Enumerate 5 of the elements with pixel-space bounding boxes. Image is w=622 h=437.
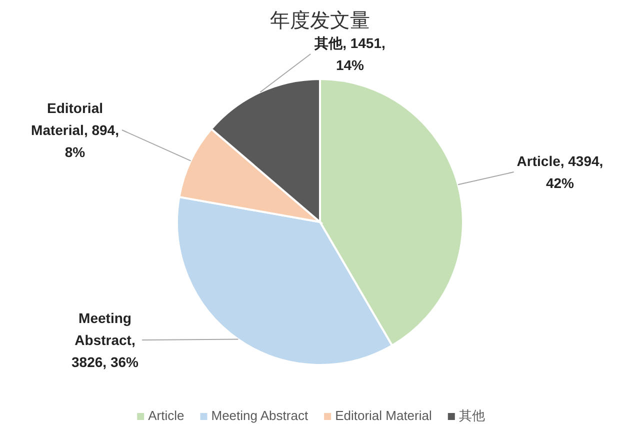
legend-label: 其他 xyxy=(458,408,485,423)
legend-label: Editorial Material xyxy=(335,408,432,423)
legend-label: Article xyxy=(148,408,184,423)
legend-label: Meeting Abstract xyxy=(211,408,308,423)
title: 年度发文量 xyxy=(270,10,370,32)
